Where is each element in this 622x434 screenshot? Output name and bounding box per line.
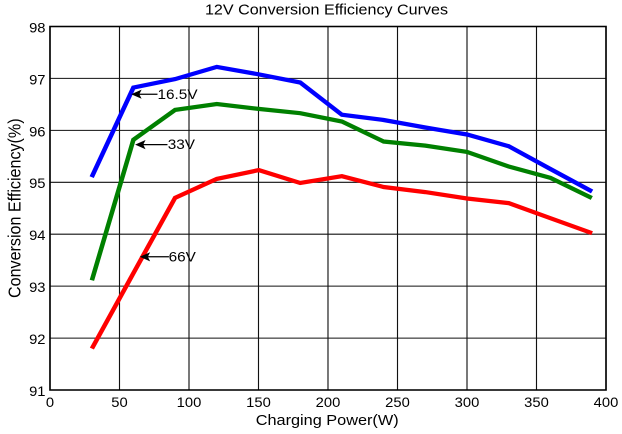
- svg-text:93: 93: [29, 280, 45, 295]
- svg-text:100: 100: [177, 396, 202, 411]
- svg-text:150: 150: [246, 396, 271, 411]
- svg-text:33V: 33V: [168, 137, 195, 152]
- svg-text:98: 98: [29, 21, 45, 36]
- svg-text:95: 95: [29, 177, 45, 192]
- svg-text:97: 97: [29, 73, 45, 88]
- svg-text:91: 91: [29, 384, 45, 399]
- svg-text:92: 92: [29, 332, 45, 347]
- svg-text:50: 50: [111, 396, 127, 411]
- svg-text:16.5V: 16.5V: [157, 87, 197, 102]
- svg-text:Conversion Efficiency(%): Conversion Efficiency(%): [5, 118, 25, 298]
- svg-text:Charging Power(W): Charging Power(W): [256, 412, 399, 428]
- svg-text:12V Conversion Efficiency Curv: 12V Conversion Efficiency Curves: [205, 2, 448, 18]
- svg-text:300: 300: [455, 396, 480, 411]
- svg-text:250: 250: [385, 396, 410, 411]
- svg-text:66V: 66V: [169, 250, 196, 265]
- svg-text:0: 0: [46, 396, 54, 411]
- svg-text:96: 96: [29, 125, 45, 140]
- svg-text:350: 350: [524, 396, 549, 411]
- svg-text:200: 200: [316, 396, 341, 411]
- svg-text:400: 400: [594, 396, 619, 411]
- svg-text:94: 94: [29, 228, 45, 243]
